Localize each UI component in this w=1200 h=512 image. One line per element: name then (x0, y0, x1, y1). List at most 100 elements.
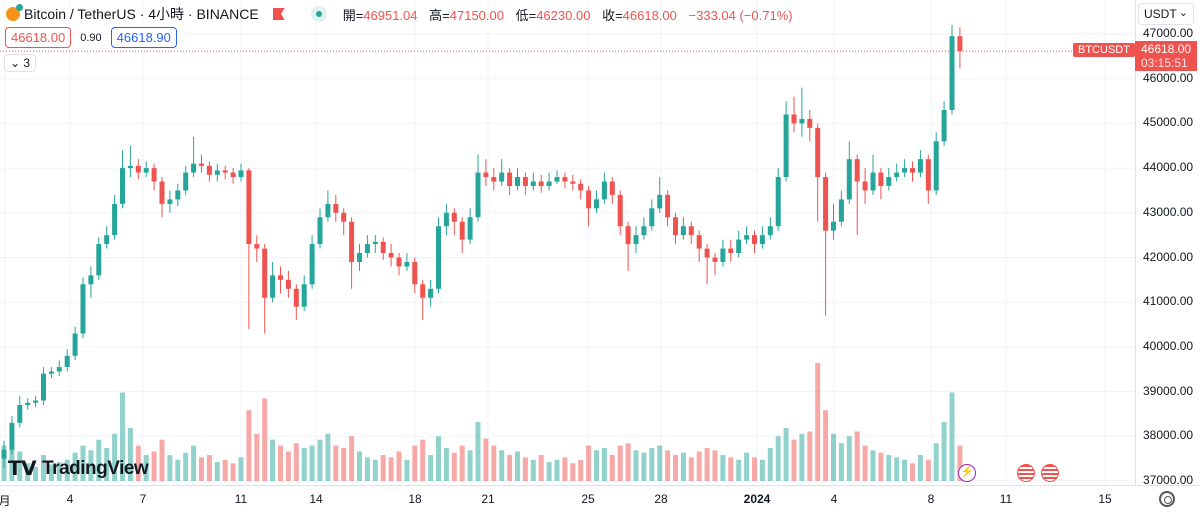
candle-body (807, 118, 813, 128)
market-status-icon[interactable] (310, 6, 327, 22)
currency-value: USDT (1144, 7, 1177, 21)
candle-body (878, 172, 884, 186)
currency-select[interactable]: USDT ⌄ (1138, 3, 1194, 25)
volume-bar (80, 445, 86, 481)
volume-bar (759, 459, 765, 481)
candle-body (41, 373, 46, 401)
price-tick: 44000.00 (1143, 160, 1194, 175)
volume-bar (357, 451, 362, 481)
time-tick: 4 (66, 492, 74, 506)
candle-body (436, 226, 441, 289)
candle-body (775, 177, 781, 227)
candle-body (25, 402, 31, 406)
candle-body (48, 371, 54, 374)
candle-body (238, 170, 244, 178)
candle-body (815, 127, 821, 178)
volume-bar (538, 455, 544, 481)
time-axis[interactable]: 12月 4 7 11 14 18 21 25 28 2024 4 8 11 15 (0, 485, 1200, 512)
candle-body (475, 172, 481, 218)
lightning-icon[interactable]: ⚡ (958, 464, 976, 482)
sell-button[interactable]: 46618.00 (5, 27, 72, 48)
current-price-label: 46618.00 03:15:51 (1135, 41, 1197, 71)
candle-body (9, 422, 15, 450)
candle-body (191, 163, 197, 173)
us-flag-icon[interactable] (1041, 464, 1059, 482)
candle-body (633, 235, 639, 245)
candle-body (285, 279, 291, 289)
volume-bar (854, 431, 860, 481)
volume-bar (578, 459, 584, 481)
candle-body (522, 177, 528, 186)
candle-body (96, 244, 102, 276)
candle-body (451, 212, 457, 222)
volume-bar (372, 459, 378, 481)
volume-bar (586, 445, 592, 481)
volume-bar (783, 427, 789, 481)
volume-bar (957, 445, 963, 481)
candle-body (530, 181, 536, 186)
volume-bar (112, 433, 118, 481)
candle-body (357, 253, 362, 262)
volume-bar (349, 436, 355, 481)
volume-bar (752, 457, 757, 481)
volume-bar (570, 463, 576, 481)
volume-bar (199, 457, 204, 481)
candle-body (80, 284, 86, 334)
time-tick: 11 (999, 492, 1013, 506)
volume-bar (673, 455, 678, 481)
candle-body (214, 170, 220, 175)
volume-bar (41, 455, 46, 481)
time-tick: 8 (927, 492, 935, 506)
candle-body (728, 248, 734, 254)
volume-bar (870, 450, 876, 481)
candle-body (56, 367, 62, 372)
candle-body (404, 261, 410, 267)
candle-body (562, 177, 568, 182)
volume-bar (341, 447, 347, 481)
volume-bar (451, 452, 457, 481)
candle-body (507, 172, 513, 186)
candle-body (459, 221, 465, 240)
candle-body (467, 217, 473, 240)
candle-body (712, 257, 718, 262)
price-chart[interactable] (0, 0, 1135, 485)
volume-bar (625, 443, 631, 481)
volume-bar (120, 392, 125, 481)
volume-bar (175, 459, 181, 481)
candle-body (696, 235, 702, 249)
settings-icon[interactable] (1159, 491, 1175, 507)
candle-body (112, 203, 118, 236)
volume-bar (791, 439, 797, 481)
volume-bar (515, 451, 520, 481)
volume-bar (293, 443, 299, 481)
volume-bar (894, 457, 900, 481)
chevron-down-icon: ⌄ (1178, 7, 1188, 19)
volume-bar (333, 445, 339, 481)
time-tick: 11 (234, 492, 248, 506)
time-tick: 25 (581, 492, 595, 506)
volume-bar (17, 451, 23, 481)
tradingview-logo[interactable]: 𝗧𝗩 TradingView (8, 456, 149, 481)
volume-bar (680, 452, 686, 481)
volume-bar (436, 436, 441, 481)
candle-body (349, 221, 355, 262)
volume-bar (649, 447, 655, 481)
candle-body (657, 194, 663, 209)
buy-button[interactable]: 46618.90 (110, 27, 177, 48)
candle-body (388, 253, 394, 258)
price-axis[interactable]: 47000.00 46000.00 45000.00 44000.00 43000.00… (1135, 0, 1200, 487)
close-label: 收= (602, 7, 623, 23)
change-value: −333.04 (−0.71%) (688, 7, 793, 23)
flag-icon[interactable] (272, 8, 285, 20)
candle-body (396, 257, 402, 267)
volume-bar (262, 398, 268, 481)
symbol-title[interactable]: Bitcoin / TetherUS · 4小時 · BINANCE (24, 6, 259, 22)
volume-bar (728, 457, 734, 481)
volume-bar (949, 392, 955, 481)
candle-body (64, 355, 70, 368)
volume-bar (933, 443, 939, 481)
indicators-toggle-button[interactable]: ⌄ 3 (4, 54, 37, 72)
candle-body (736, 239, 742, 254)
candle-body (364, 244, 370, 254)
us-flag-icon[interactable] (1017, 464, 1035, 482)
